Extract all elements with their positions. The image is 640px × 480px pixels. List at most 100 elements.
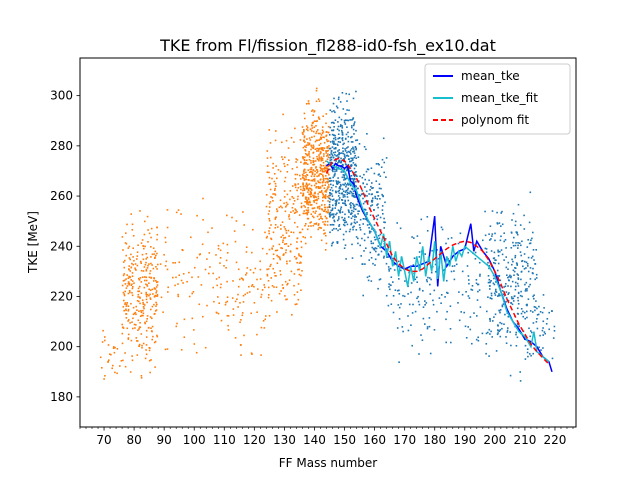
scatter-point (379, 278, 382, 280)
scatter-point (110, 353, 112, 356)
scatter-point (285, 232, 288, 234)
scatter-point (289, 260, 291, 262)
scatter-point (489, 281, 491, 284)
scatter-point (336, 183, 339, 185)
scatter-point (285, 229, 287, 232)
scatter-point (274, 216, 277, 219)
scatter-point (369, 214, 372, 216)
scatter-point (266, 235, 268, 238)
scatter-point (346, 191, 349, 194)
scatter-point (416, 281, 418, 283)
scatter-point (381, 205, 384, 207)
scatter-point (271, 247, 273, 249)
scatter-point (267, 268, 270, 270)
scatter-point (339, 183, 342, 186)
scatter-point (461, 270, 464, 273)
scatter-point (253, 302, 256, 304)
x-tick-label: 110 (213, 433, 236, 447)
scatter-point (352, 226, 354, 229)
scatter-point (318, 174, 320, 176)
scatter-point (325, 152, 327, 154)
scatter-point (135, 337, 138, 339)
scatter-point (294, 184, 296, 186)
scatter-point (287, 245, 290, 247)
scatter-point (336, 107, 339, 109)
scatter-point (354, 171, 356, 174)
scatter-point (398, 278, 400, 280)
scatter-point (315, 89, 318, 92)
scatter-point (413, 237, 415, 239)
scatter-point (306, 200, 309, 202)
scatter-point (341, 92, 344, 94)
scatter-point (492, 320, 494, 322)
scatter-point (457, 242, 460, 245)
scatter-point (123, 309, 125, 312)
scatter-point (523, 268, 526, 270)
scatter-point (241, 278, 244, 280)
scatter-point (499, 239, 502, 242)
scatter-point (499, 285, 501, 287)
scatter-point (535, 300, 537, 302)
scatter-point (334, 207, 336, 209)
scatter-point (127, 281, 130, 283)
scatter-point (351, 243, 353, 246)
scatter-point (540, 349, 542, 351)
scatter-point (334, 151, 337, 153)
scatter-point (311, 127, 314, 129)
scatter-point (383, 171, 385, 174)
scatter-point (424, 304, 426, 306)
scatter-point (310, 160, 312, 162)
scatter-point (332, 184, 334, 187)
scatter-point (510, 302, 512, 304)
scatter-point (186, 280, 188, 283)
scatter-point (352, 162, 355, 164)
scatter-point (417, 295, 419, 298)
scatter-point (183, 318, 186, 321)
scatter-point (495, 281, 497, 283)
scatter-point (369, 251, 372, 254)
scatter-point (307, 169, 309, 171)
scatter-point (366, 212, 368, 214)
scatter-point (404, 280, 406, 282)
scatter-point (515, 285, 517, 288)
scatter-point (329, 126, 332, 129)
scatter-point (144, 263, 147, 266)
scatter-point (129, 371, 132, 373)
scatter-point (324, 224, 326, 226)
scatter-point (381, 209, 384, 211)
scatter-point (341, 137, 343, 140)
scatter-point (252, 271, 255, 274)
scatter-point (281, 221, 284, 223)
scatter-point (335, 191, 337, 193)
scatter-point (324, 184, 326, 186)
scatter-point (304, 141, 306, 143)
scatter-point (347, 158, 350, 160)
scatter-point (155, 301, 157, 304)
scatter-point (524, 317, 526, 320)
scatter-point (335, 201, 338, 203)
scatter-point (352, 124, 355, 127)
scatter-point (141, 276, 144, 278)
scatter-point (130, 253, 132, 256)
scatter-point (382, 213, 384, 215)
scatter-point (397, 289, 399, 292)
scatter-point (281, 156, 283, 158)
scatter-point (355, 203, 358, 206)
scatter-point (226, 214, 228, 217)
scatter-point (307, 201, 309, 204)
scatter-point (148, 263, 150, 265)
scatter-point (166, 226, 169, 229)
scatter-point (515, 333, 517, 336)
scatter-point (321, 181, 324, 184)
scatter-point (122, 274, 125, 277)
scatter-point (154, 250, 157, 253)
scatter-point (517, 292, 520, 295)
scatter-point (333, 220, 336, 223)
scatter-point (358, 180, 360, 182)
scatter-point (149, 293, 151, 296)
scatter-point (314, 148, 317, 150)
scatter-point (379, 233, 382, 236)
scatter-point (324, 194, 327, 196)
scatter-point (322, 149, 325, 152)
scatter-point (302, 177, 304, 179)
